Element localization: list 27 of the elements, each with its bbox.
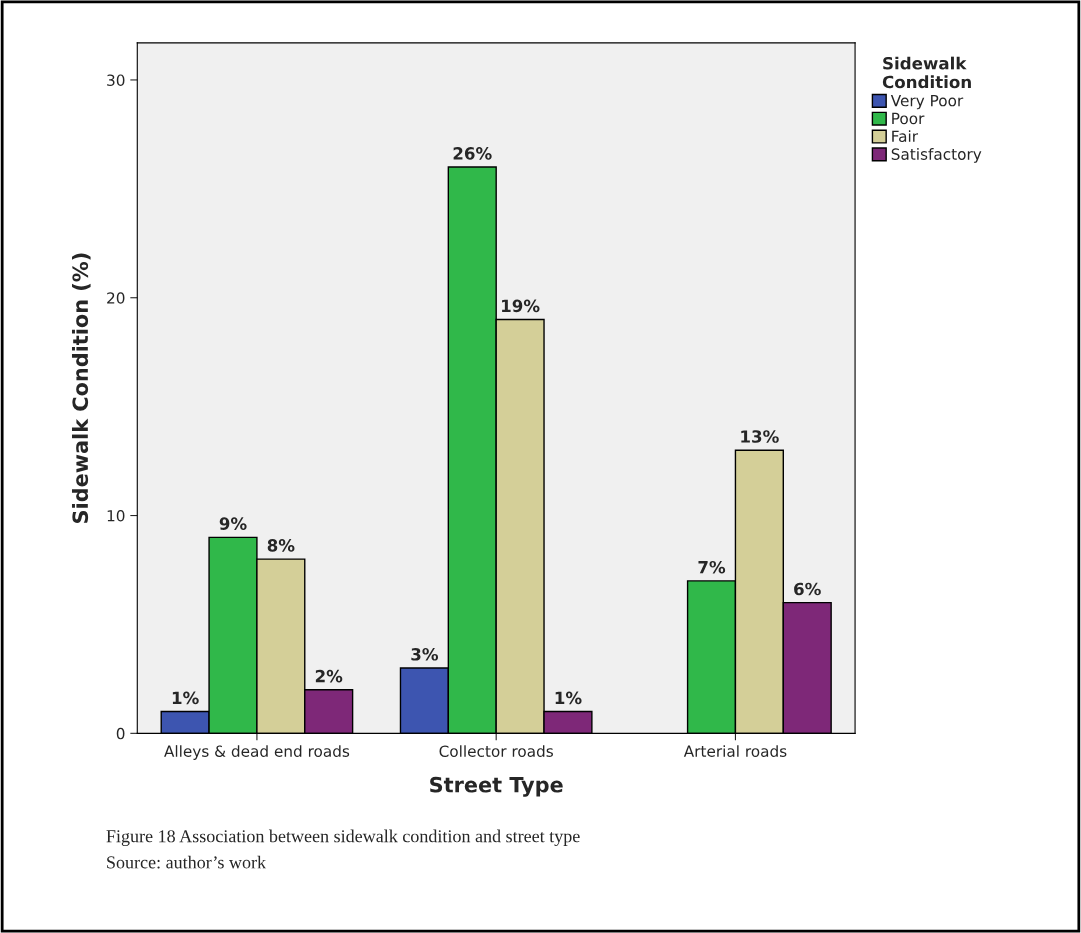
y-tick-label: 0 [116,727,125,740]
data-label: 2% [315,669,343,683]
data-label: 8% [267,539,295,552]
data-label: 26% [453,147,492,160]
data-label: 6% [794,582,821,596]
y-axis-title: Sidewalk Condition (%) [71,253,91,523]
data-label: 3% [411,648,439,661]
x-tick-label: Arterial roads [683,745,787,757]
x-axis-title: Street Type [430,776,563,797]
data-label: 9% [219,517,247,530]
caption: Figure 18 Association between sidewalk condition and street type [106,829,580,847]
source-note: Source: author’s work [107,855,267,869]
y-tick-label: 30 [107,74,125,86]
x-tick-label: Alleys & dead end roads [164,745,350,760]
data-label: 19% [502,299,540,313]
y-tick-label: 20 [107,292,125,304]
data-label: 13% [741,430,779,443]
y-tick-label: 10 [107,510,125,522]
x-tick-label: Collector roads [439,745,553,757]
data-label: 7% [698,560,726,574]
legend-label: Fair [892,130,919,143]
data-label: 1% [172,691,199,705]
legend-label: Very Poor [890,94,964,110]
legend-label: Poor [892,112,925,125]
legend-label: Satisfactory [891,148,982,163]
legend-title: Sidewalk Condition [882,56,971,89]
data-label: 1% [555,691,582,705]
